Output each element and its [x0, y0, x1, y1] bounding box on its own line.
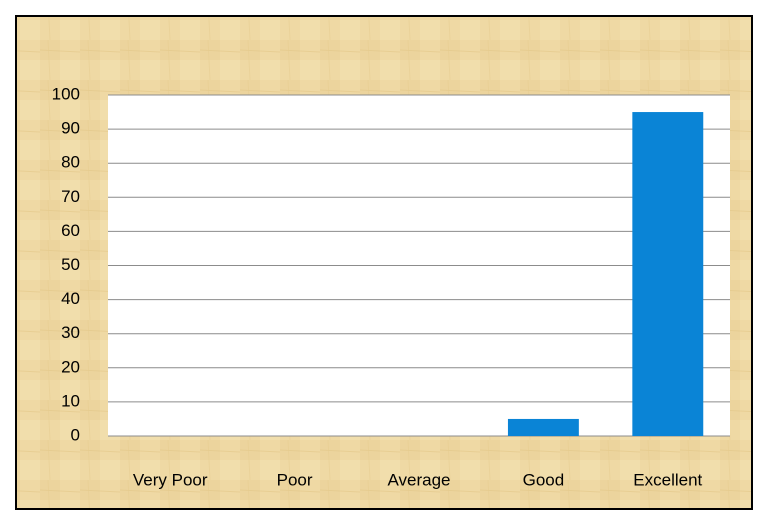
y-tick-label: 90: [61, 119, 80, 138]
y-tick-label: 50: [61, 255, 80, 274]
x-tick-label: Good: [523, 470, 565, 489]
y-tick-label: 20: [61, 357, 80, 376]
y-tick-label: 70: [61, 187, 80, 206]
y-tick-label: 30: [61, 323, 80, 342]
x-tick-label: Excellent: [633, 470, 702, 489]
x-tick-label: Poor: [277, 470, 313, 489]
y-tick-label: 60: [61, 221, 80, 240]
y-tick-label: 40: [61, 289, 80, 308]
bar: [507, 418, 579, 436]
x-tick-label: Average: [387, 470, 450, 489]
y-tick-label: 10: [61, 391, 80, 410]
y-tick-label: 100: [52, 84, 80, 103]
y-tick-label: 0: [71, 425, 80, 444]
x-tick-label: Very Poor: [133, 470, 208, 489]
bar: [632, 112, 704, 437]
y-tick-label: 80: [61, 153, 80, 172]
